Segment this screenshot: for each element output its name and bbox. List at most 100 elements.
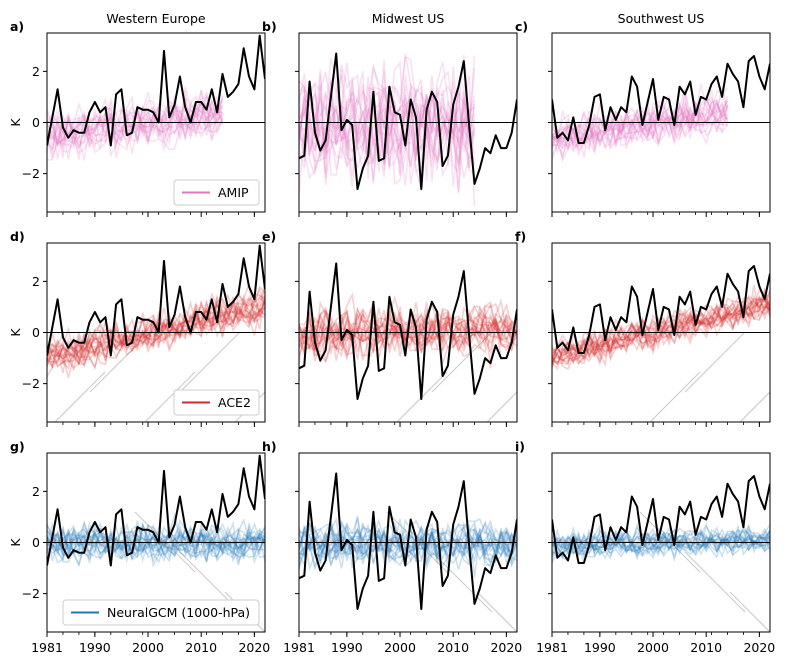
- x-tick-label: 1990: [79, 640, 111, 655]
- ensemble-member-line: [299, 528, 517, 569]
- ensemble-member-line: [552, 532, 770, 558]
- column-title-western-europe: Western Europe: [106, 11, 206, 26]
- y-tick-label: 2: [32, 484, 40, 499]
- legend-label: NeuralGCM (1000-hPa): [107, 605, 250, 620]
- observed-line: [47, 454, 265, 567]
- observed-line: [299, 472, 517, 610]
- ensemble-members: [552, 284, 770, 371]
- legend-neuralgcm: NeuralGCM (1000-hPa): [62, 599, 260, 626]
- ensemble-member-line: [299, 75, 476, 207]
- panel-b: b): [262, 19, 518, 217]
- panel-g: g) −2 0 2 K 1981 1990 2000 2010 2020 NeuralGCM (10…: [8, 439, 270, 655]
- ensemble-member-line: [299, 526, 517, 569]
- y-axis-label: K: [8, 328, 23, 337]
- ensemble-member-line: [552, 532, 770, 557]
- ensemble-member-line: [299, 69, 476, 170]
- ensemble-member-line: [552, 526, 770, 556]
- ensemble-member-line: [47, 520, 265, 563]
- y-tick-label: 0: [32, 535, 40, 550]
- ensemble-member-line: [552, 99, 729, 144]
- ensemble-member-line: [47, 294, 265, 370]
- y-tick-label: 2: [32, 274, 40, 289]
- ensemble-member-line: [47, 308, 265, 363]
- x-tick-label: 1990: [584, 640, 616, 655]
- observed-line: [552, 475, 770, 564]
- ensemble-member-line: [299, 70, 475, 191]
- hatch-mark: [431, 551, 493, 613]
- hatch-mark: [486, 391, 517, 422]
- ensemble-member-line: [552, 524, 770, 559]
- ensemble-member-line: [47, 300, 265, 363]
- ensemble-member-line: [299, 294, 517, 356]
- ensemble-member-line: [47, 512, 265, 562]
- ensemble-member-line: [47, 287, 265, 367]
- hatch-mark: [144, 371, 196, 422]
- ensemble-member-line: [47, 295, 265, 377]
- panel-letter: c): [515, 19, 528, 34]
- ensemble-member-line: [552, 86, 729, 151]
- panel-d: d) −2 0 2 K ACE2: [8, 229, 266, 427]
- legend-box: [62, 599, 260, 626]
- observed-line: [552, 55, 770, 144]
- ensemble-member-line: [552, 295, 770, 359]
- ensemble-member-line: [47, 293, 265, 361]
- x-tick-label: 2000: [384, 640, 416, 655]
- ensemble-member-line: [552, 292, 770, 365]
- x-tick-label: 2020: [238, 640, 270, 655]
- hatch-mark: [684, 331, 746, 393]
- ensemble-member-line: [47, 521, 265, 564]
- panel-f: f): [515, 229, 771, 427]
- ensemble-member-line: [552, 287, 770, 368]
- legend-ace2: ACE2: [173, 389, 260, 416]
- ensemble-member-line: [552, 100, 729, 158]
- ensemble-member-line: [299, 518, 517, 559]
- ensemble-member-line: [552, 528, 770, 556]
- ensemble-members: [47, 512, 265, 568]
- ensemble-member-line: [47, 523, 265, 563]
- ensemble-member-line: [299, 86, 476, 182]
- ensemble-member-line: [47, 106, 224, 155]
- legend-amip: AMIP: [173, 179, 260, 206]
- ensemble-member-line: [47, 291, 265, 371]
- ensemble-member-line: [552, 107, 729, 150]
- panel-e: e): [262, 229, 518, 427]
- ensemble-member-line: [552, 294, 770, 366]
- observed-line: [47, 244, 265, 357]
- ensemble-member-line: [299, 82, 476, 185]
- hatch-mark: [684, 551, 746, 613]
- panel-letter: d): [10, 229, 25, 244]
- x-tick-label: 2000: [637, 640, 669, 655]
- ensemble-member-line: [47, 521, 265, 565]
- hatch-mark: [54, 371, 106, 422]
- y-tick-label: 0: [32, 115, 40, 130]
- ensemble-member-line: [552, 287, 770, 355]
- ensemble-member-line: [47, 291, 265, 372]
- x-tick-label: 2020: [743, 640, 775, 655]
- observed-line: [299, 52, 517, 190]
- ensemble-member-line: [47, 96, 224, 145]
- ensemble-member-line: [552, 102, 729, 147]
- ensemble-member-line: [552, 292, 770, 363]
- ensemble-member-line: [552, 284, 770, 371]
- ensemble-member-line: [299, 70, 476, 174]
- ensemble-member-line: [47, 520, 265, 558]
- hatch-mark: [396, 371, 448, 422]
- ensemble-members: [552, 84, 729, 163]
- ensemble-member-line: [47, 102, 224, 161]
- panel-letter: i): [515, 439, 525, 454]
- ensemble-member-line: [47, 86, 224, 144]
- y-tick-label: 0: [32, 325, 40, 340]
- ensemble-member-line: [299, 301, 517, 351]
- ensemble-member-line: [47, 524, 265, 567]
- y-tick-label: −2: [22, 586, 40, 601]
- ensemble-member-line: [552, 300, 770, 366]
- ensemble-member-line: [47, 299, 265, 379]
- panel-h: h) 1981 1990 2000 2010 2020: [262, 439, 522, 655]
- legend-label: AMIP: [218, 185, 249, 200]
- hatch-mark: [431, 331, 493, 393]
- ensemble-member-line: [299, 522, 517, 569]
- observed-line: [299, 262, 517, 400]
- hatch-mark: [729, 591, 770, 632]
- ensemble-members: [47, 283, 265, 379]
- ensemble-member-line: [47, 531, 265, 563]
